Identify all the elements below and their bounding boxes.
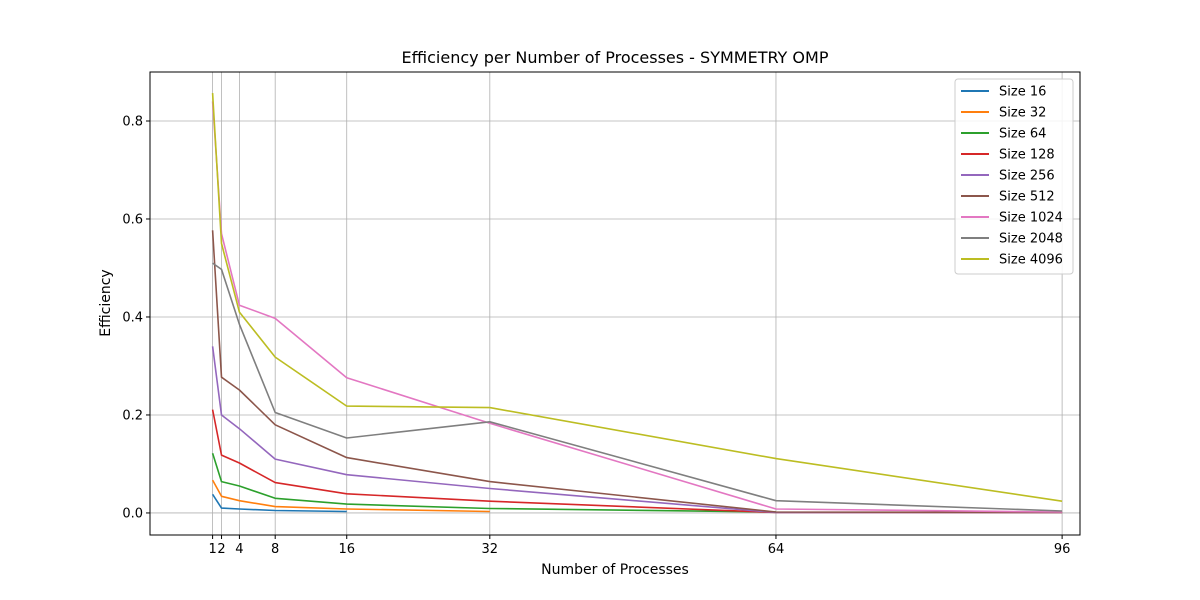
legend-entry: Size 2048 — [999, 232, 1063, 247]
legend: Size 16 Size 32 Size 64 Size 128 Size 256 Siz… — [954, 78, 1074, 275]
y-tick-label: 0.4 — [122, 310, 143, 325]
y-tick-label: 0.8 — [122, 114, 143, 129]
x-tick-label: 1 — [208, 542, 216, 557]
series-line-size-128 — [211, 409, 1063, 514]
plot-frame — [149, 71, 1081, 536]
series-line-size-256 — [211, 346, 1063, 514]
x-tick-label: 32 — [482, 542, 499, 557]
y-tick-label: 0.0 — [122, 506, 143, 521]
series-line-size-2048 — [212, 262, 1063, 512]
y-tick-label: 0.2 — [122, 408, 143, 423]
legend-entry: Size 16 — [999, 85, 1046, 100]
legend-entry: Size 32 — [999, 106, 1046, 121]
legend-entry: Size 128 — [999, 148, 1055, 163]
series-line-size-4096 — [211, 93, 1063, 502]
legend-entry: Size 256 — [999, 169, 1055, 184]
x-tick-label: 4 — [235, 542, 243, 557]
x-tick-label: 96 — [1054, 542, 1071, 557]
y-axis-label: Efficiency — [98, 269, 114, 336]
x-tick-label: 2 — [217, 542, 225, 557]
y-tick-label: 0.6 — [122, 212, 143, 227]
series-lines — [211, 93, 1063, 514]
series-line-size-512 — [211, 230, 1063, 514]
legend-entry: Size 64 — [999, 127, 1046, 142]
grid — [150, 72, 1080, 535]
series-line-size-16 — [211, 493, 347, 513]
series-line-size-1024 — [211, 101, 1063, 513]
series-line-size-64 — [211, 452, 777, 513]
legend-box — [954, 78, 1074, 275]
x-tick-label: 8 — [271, 542, 279, 557]
axis-ticks: 1 2 4 8 16 32 64 96 0.0 0.2 0.4 0.6 0.8 — [122, 114, 1070, 557]
x-axis-label: Number of Processes — [541, 562, 689, 578]
series-line-size-32 — [211, 479, 490, 513]
legend-entry: Size 4096 — [999, 253, 1063, 268]
x-tick-label: 64 — [768, 542, 785, 557]
x-tick-label: 16 — [338, 542, 355, 557]
chart-title: Efficiency per Number of Processes - SYM… — [402, 48, 829, 67]
legend-entry: Size 512 — [999, 190, 1055, 205]
legend-entry: Size 1024 — [999, 211, 1063, 226]
